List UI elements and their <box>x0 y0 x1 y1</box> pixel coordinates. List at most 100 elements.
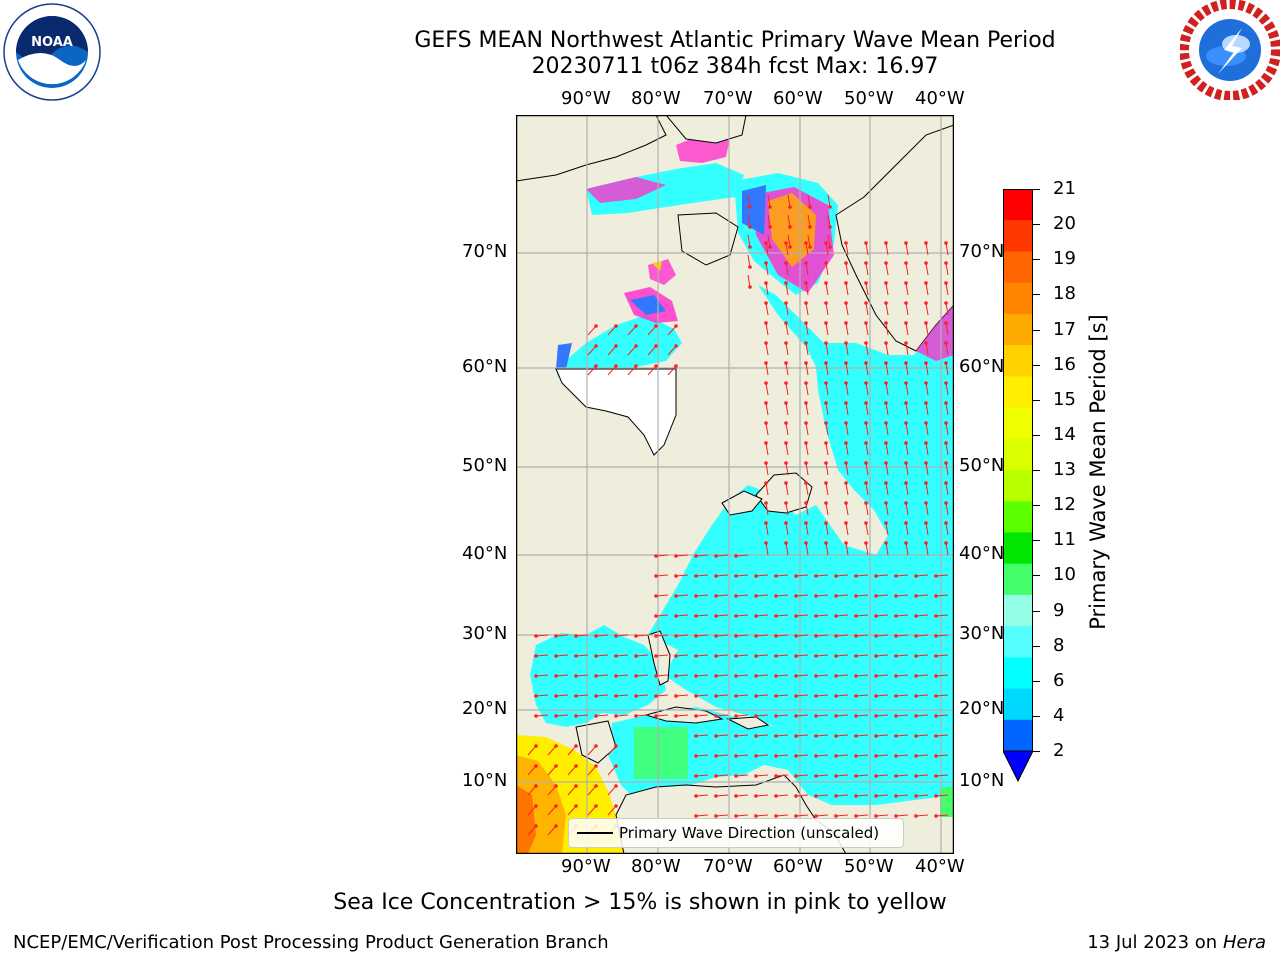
wave-direction-arrow <box>715 634 729 637</box>
wave-direction-arrow <box>785 342 789 356</box>
wave-direction-arrowhead <box>854 654 858 658</box>
wave-direction-arrow <box>755 714 769 717</box>
wave-direction-arrow <box>755 634 769 637</box>
wave-direction-arrowhead <box>884 321 888 325</box>
wave-direction-arrowhead <box>714 554 718 558</box>
wave-direction-arrow <box>775 594 789 597</box>
wave-direction-arrowhead <box>674 674 678 678</box>
wave-direction-arrow <box>635 714 649 717</box>
wave-direction-arrow <box>905 282 909 296</box>
wave-direction-arrowhead <box>614 364 618 368</box>
wave-direction-arrow <box>845 502 849 516</box>
wave-direction-arrow <box>825 282 829 296</box>
wave-direction-arrowhead <box>884 341 888 345</box>
wave-direction-arrowhead <box>734 814 738 818</box>
wave-direction-arrowhead <box>654 654 658 658</box>
wave-direction-arrowhead <box>594 694 598 698</box>
wave-direction-arrowhead <box>634 654 638 658</box>
wave-direction-arrowhead <box>534 824 538 828</box>
wave-direction-arrow <box>567 765 577 776</box>
wave-direction-arrowhead <box>614 784 618 788</box>
wave-direction-arrow <box>575 694 589 697</box>
wave-direction-arrow <box>765 502 769 516</box>
wave-direction-arrow <box>775 794 789 797</box>
wave-direction-arrow <box>785 462 789 476</box>
wave-direction-arrow <box>845 262 849 276</box>
wave-direction-arrowhead <box>784 421 788 425</box>
wave-direction-arrow <box>555 634 569 637</box>
wave-direction-arrow <box>815 814 829 817</box>
colorbar-bin <box>1003 719 1033 752</box>
wave-direction-arrowhead <box>654 344 658 348</box>
wave-direction-arrow <box>835 654 849 657</box>
wave-direction-arrowhead <box>944 301 948 305</box>
wave-direction-arrow <box>905 442 909 456</box>
nws-logo <box>1179 0 1280 101</box>
wave-direction-arrow <box>735 794 749 797</box>
wave-direction-arrow <box>855 594 869 597</box>
wave-direction-arrowhead <box>894 754 898 758</box>
wave-direction-arrowhead <box>874 594 878 598</box>
wave-direction-arrowhead <box>764 241 768 245</box>
wave-direction-arrowhead <box>768 225 772 229</box>
wave-direction-arrowhead <box>734 714 738 718</box>
wave-direction-arrow <box>567 745 577 756</box>
wave-direction-arrow <box>885 262 889 276</box>
wave-direction-arrow <box>765 402 769 416</box>
wave-direction-arrowhead <box>554 824 558 828</box>
wave-direction-arrow <box>845 362 849 376</box>
colorbar-bin <box>1003 626 1033 658</box>
wave-direction-arrowhead <box>788 245 792 249</box>
wave-direction-arrow <box>945 302 949 316</box>
wave-direction-arrowhead <box>934 774 938 778</box>
wave-direction-arrowhead <box>914 734 918 738</box>
wave-direction-arrow <box>905 242 909 256</box>
wave-direction-arrowhead <box>594 674 598 678</box>
wave-direction-arrow <box>805 322 809 336</box>
wave-direction-arrow <box>785 442 789 456</box>
wave-direction-arrow <box>555 674 569 677</box>
wave-direction-arrowhead <box>534 784 538 788</box>
wave-direction-arrow <box>935 794 949 797</box>
wave-direction-arrowhead <box>834 754 838 758</box>
wave-direction-arrow <box>895 614 909 617</box>
wave-direction-arrow <box>555 654 569 657</box>
wave-direction-arrow <box>807 234 811 248</box>
wave-direction-arrow <box>945 282 949 296</box>
colorbar-bin <box>1003 220 1033 252</box>
wave-direction-arrowhead <box>654 364 658 368</box>
wave-direction-arrow <box>885 302 889 316</box>
wave-direction-arrow <box>805 282 809 296</box>
wave-direction-arrow <box>915 794 929 797</box>
wave-direction-arrowhead <box>654 574 658 578</box>
wave-direction-arrow <box>825 482 829 496</box>
wave-direction-arrow <box>945 362 949 376</box>
wave-direction-arrow <box>945 402 949 416</box>
wave-direction-arrow <box>735 694 749 697</box>
wave-direction-arrowhead <box>594 634 598 638</box>
legend-label: Primary Wave Direction (unscaled) <box>619 824 880 842</box>
colorbar-bin <box>1003 345 1033 377</box>
wave-direction-arrowhead <box>784 301 788 305</box>
wave-direction-arrowhead <box>904 281 908 285</box>
wave-direction-arrow <box>875 674 889 677</box>
wave-direction-arrowhead <box>934 734 938 738</box>
wave-direction-arrow <box>805 382 809 396</box>
wave-direction-arrow <box>875 754 889 757</box>
wave-direction-arrowhead <box>804 281 808 285</box>
wave-direction-arrowhead <box>834 574 838 578</box>
wave-direction-arrow <box>805 422 809 436</box>
wave-direction-arrowhead <box>834 594 838 598</box>
wave-direction-arrow <box>615 674 629 677</box>
wave-direction-arrow <box>785 422 789 436</box>
wave-direction-arrowhead <box>774 814 778 818</box>
lat-label-right-40n: 40°N <box>959 543 1005 564</box>
wave-direction-arrowhead <box>824 521 828 525</box>
wave-direction-arrow <box>715 574 729 577</box>
wave-direction-arrow <box>895 654 909 657</box>
wave-direction-arrow <box>845 322 849 336</box>
wave-direction-arrowhead <box>814 654 818 658</box>
wave-direction-arrow <box>735 594 749 597</box>
wave-direction-arrowhead <box>924 441 928 445</box>
wave-direction-arrowhead <box>748 245 752 249</box>
